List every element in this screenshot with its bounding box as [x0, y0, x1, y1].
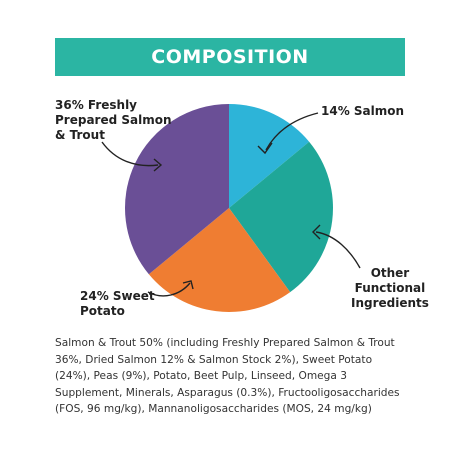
arrow-salmon: [265, 112, 319, 151]
pie-slice-2: [148, 208, 291, 312]
arrow-freshly: [101, 141, 159, 167]
composition-header-banner: COMPOSITION: [55, 38, 405, 76]
pie-slices: [124, 104, 334, 312]
ingredients-list: Salmon & Trout 50% (including Freshly Pr…: [55, 337, 400, 415]
label-freshly-salmon-trout: 36% Freshly Prepared Salmon & Trout: [55, 98, 172, 142]
pointer-arrows: [101, 112, 361, 297]
arrow-functional-head: [312, 224, 321, 240]
label-salmon: 14% Salmon: [321, 104, 405, 118]
pie-slice-1: [229, 141, 334, 293]
arrow-salmon-head: [257, 142, 273, 155]
pie-slice-0: [229, 104, 310, 208]
label-sweet-potato: 24% Sweet Potato: [80, 289, 155, 318]
label-other-functional: Other Functional Ingredients: [351, 266, 429, 310]
composition-title: COMPOSITION: [151, 46, 309, 68]
arrow-functional: [315, 231, 361, 269]
arrow-potato-head: [182, 280, 194, 290]
pie-slice-3: [124, 104, 229, 275]
arrow-freshly-head: [153, 158, 163, 172]
arrow-potato: [147, 282, 191, 297]
